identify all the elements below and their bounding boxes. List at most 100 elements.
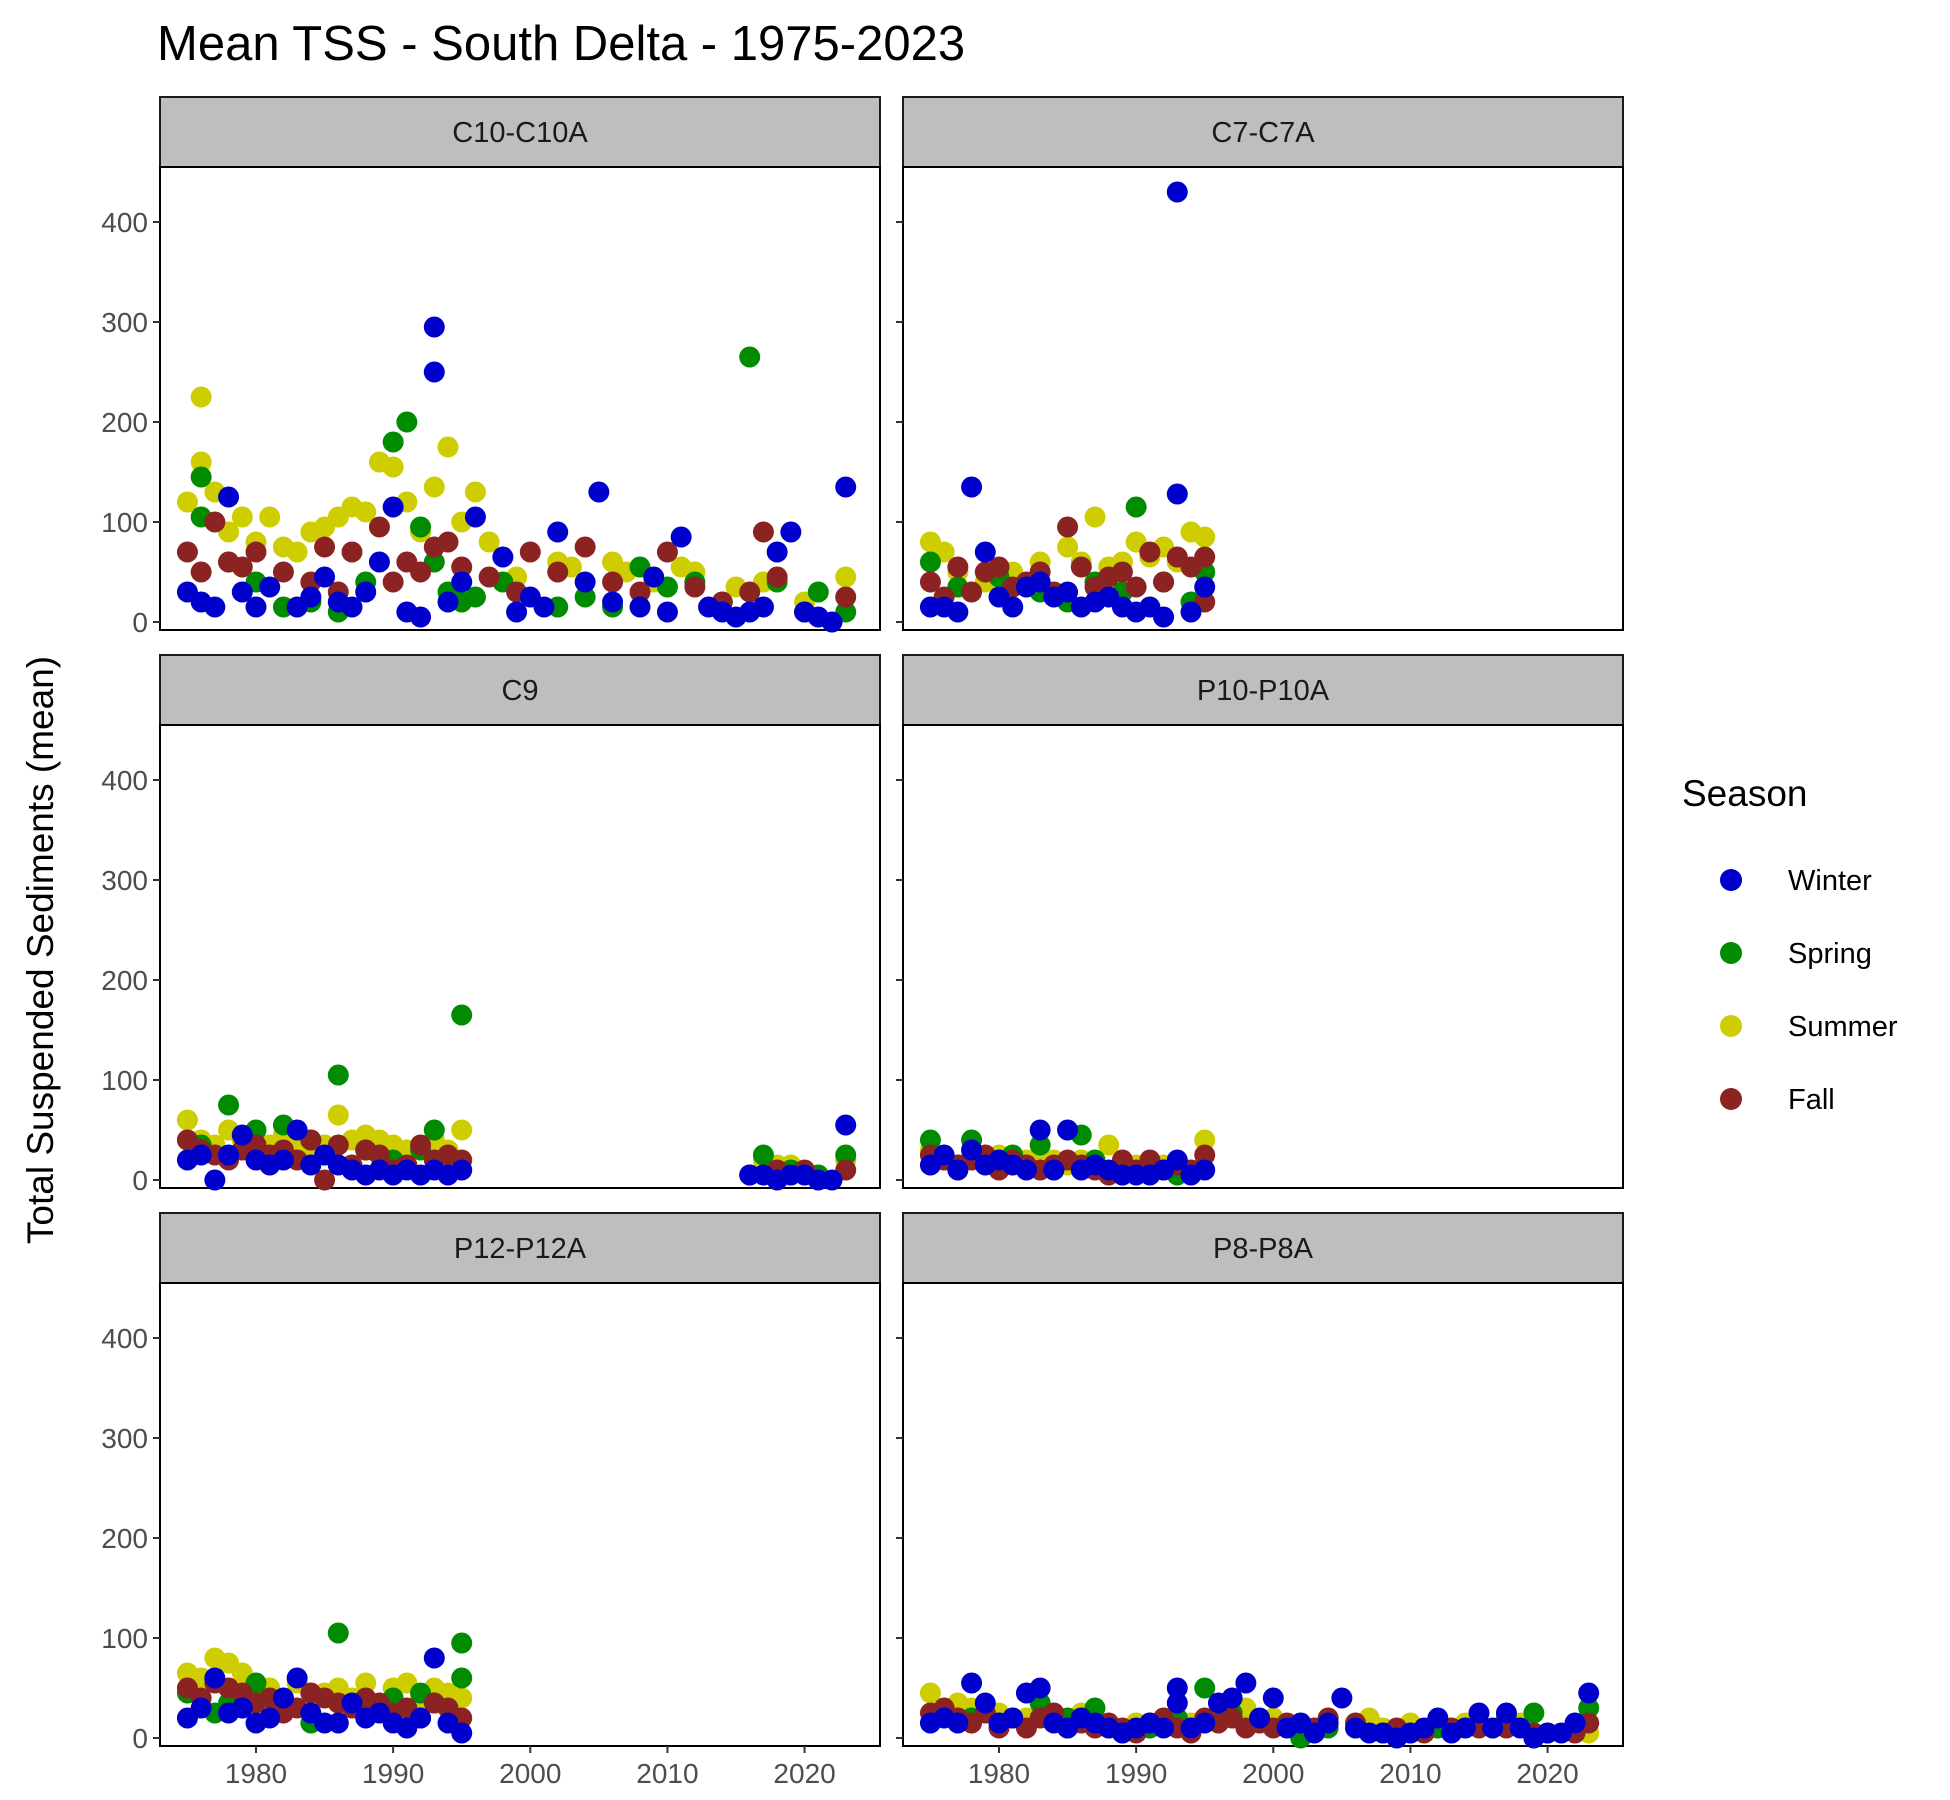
x-tick-label: 1990 — [1105, 1758, 1167, 1789]
y-tick-label: 200 — [101, 965, 148, 996]
point-winter — [835, 1114, 857, 1136]
x-tick-label: 1980 — [225, 1758, 287, 1789]
x-tick-label: 2010 — [1379, 1758, 1441, 1789]
point-winter — [821, 611, 843, 633]
point-winter — [1043, 1159, 1065, 1181]
point-winter — [506, 601, 528, 623]
point-winter — [204, 1667, 226, 1689]
legend-label-winter: Winter — [1788, 865, 1872, 897]
point-winter — [1468, 1702, 1490, 1724]
point-summer — [190, 386, 212, 408]
point-spring — [451, 1004, 473, 1026]
point-winter — [259, 576, 281, 598]
point-spring — [218, 1094, 240, 1116]
point-winter — [1194, 576, 1216, 598]
point-fall — [947, 556, 969, 578]
legend-label-fall: Fall — [1788, 1084, 1835, 1116]
point-summer — [355, 501, 377, 523]
point-summer — [451, 1119, 473, 1141]
point-winter — [190, 1697, 212, 1719]
point-fall — [368, 1144, 390, 1166]
point-fall — [766, 566, 788, 588]
point-winter — [423, 361, 445, 383]
point-winter — [1180, 601, 1202, 623]
legend-title: Season — [1682, 773, 1808, 814]
point-fall — [1111, 561, 1133, 583]
point-spring — [1578, 1697, 1600, 1719]
point-winter — [643, 566, 665, 588]
point-spring — [739, 346, 761, 368]
point-fall — [752, 521, 774, 543]
point-summer — [327, 1104, 349, 1126]
point-winter — [602, 591, 624, 613]
y-tick-label: 0 — [132, 1165, 148, 1196]
point-winter — [231, 1697, 253, 1719]
legend-key-fall — [1720, 1088, 1742, 1110]
point-fall — [629, 581, 651, 603]
point-fall — [1057, 516, 1079, 538]
y-tick-label: 100 — [101, 507, 148, 538]
facet-panels: C10-C10A 0 100 200 300 400 C7-C7A C9 0 100 200 300 4… — [101, 96, 1624, 1789]
point-fall — [451, 556, 473, 578]
y-tick-label: 300 — [101, 1423, 148, 1454]
y-tick-label: 400 — [101, 207, 148, 238]
point-fall — [437, 531, 459, 553]
point-summer — [231, 506, 253, 528]
point-winter — [933, 1144, 955, 1166]
point-winter — [451, 571, 473, 593]
point-spring — [410, 516, 432, 538]
point-winter — [1578, 1682, 1600, 1704]
point-winter — [1153, 606, 1175, 628]
facet-strip — [902, 654, 1624, 726]
point-spring — [327, 1622, 349, 1644]
point-winter — [574, 571, 596, 593]
point-spring — [835, 1144, 857, 1166]
x-tick-label: 1980 — [968, 1758, 1030, 1789]
point-spring — [752, 1144, 774, 1166]
point-fall — [988, 556, 1010, 578]
point-fall — [410, 1134, 432, 1156]
x-tick-label: 2000 — [499, 1758, 561, 1789]
point-summer — [286, 541, 308, 563]
point-winter — [1564, 1712, 1586, 1734]
point-winter — [327, 1712, 349, 1734]
panel-area — [159, 724, 881, 1189]
point-winter — [1029, 571, 1051, 593]
chart-title: Mean TSS - South Delta - 1975-2023 — [157, 17, 965, 71]
point-fall — [245, 541, 267, 563]
point-summer — [464, 481, 486, 503]
facet-c10-c10a: C10-C10A 0 100 200 300 400 — [101, 96, 881, 638]
point-winter — [821, 1169, 843, 1191]
point-winter — [588, 481, 610, 503]
point-summer — [176, 1109, 198, 1131]
point-winter — [1331, 1687, 1353, 1709]
point-spring — [1523, 1702, 1545, 1724]
legend-key-winter — [1720, 869, 1742, 891]
point-fall — [410, 561, 432, 583]
legend-label-spring: Spring — [1788, 938, 1872, 970]
point-winter — [341, 596, 363, 618]
point-summer — [1098, 1134, 1120, 1156]
point-winter — [1153, 1717, 1175, 1739]
point-winter — [947, 601, 969, 623]
point-winter — [961, 1139, 983, 1161]
point-fall — [574, 536, 596, 558]
facet-strip — [159, 654, 881, 726]
point-winter — [492, 546, 514, 568]
point-winter — [1454, 1717, 1476, 1739]
point-fall — [341, 541, 363, 563]
point-winter — [451, 1722, 473, 1744]
point-winter — [947, 1159, 969, 1181]
point-fall — [1139, 541, 1161, 563]
point-winter — [204, 596, 226, 618]
point-winter — [423, 316, 445, 338]
point-winter — [1057, 1119, 1079, 1141]
point-winter — [670, 526, 692, 548]
point-spring — [1194, 1677, 1216, 1699]
point-winter — [410, 1707, 432, 1729]
point-winter — [1166, 1149, 1188, 1171]
point-spring — [919, 551, 941, 573]
point-winter — [835, 476, 857, 498]
point-fall — [656, 541, 678, 563]
